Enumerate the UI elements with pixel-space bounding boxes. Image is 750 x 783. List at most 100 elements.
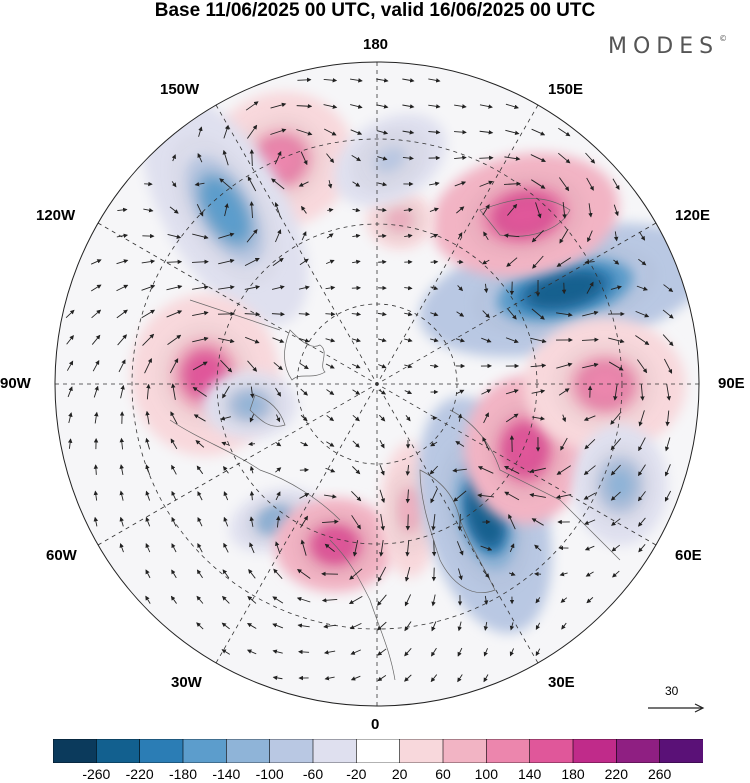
wind-vector [477, 466, 494, 474]
wind-vector [666, 384, 671, 401]
wind-vector [220, 359, 233, 373]
wind-vector [223, 516, 229, 527]
wind-vector [274, 150, 282, 165]
lon-label-60w: 60W [46, 547, 77, 564]
wind-vector [556, 362, 573, 369]
wind-vector [428, 78, 441, 83]
wind-vector [535, 202, 542, 219]
wind-vector [405, 464, 411, 476]
wind-vector [483, 595, 489, 605]
wind-vector [613, 259, 620, 265]
colorbar-segment [53, 739, 98, 763]
wind-vector [247, 176, 257, 192]
wind-vector [249, 465, 255, 474]
wind-vector [224, 203, 229, 217]
wind-vector [246, 622, 257, 629]
anomaly-contour [203, 179, 247, 241]
lon-label-150e: 150E [548, 81, 584, 98]
anomaly-contour [583, 367, 627, 403]
wind-vector [245, 101, 259, 111]
wind-vector [431, 594, 436, 607]
wind-vectors [65, 77, 674, 683]
wind-vector [220, 416, 231, 421]
wind-vector [429, 207, 439, 212]
wind-vector [482, 310, 490, 319]
wind-vector [197, 543, 203, 553]
wind-vector [561, 414, 567, 423]
wind-vector [67, 438, 73, 449]
wind-vector [272, 675, 283, 681]
wind-vector [299, 493, 310, 499]
wind-vector [508, 513, 516, 530]
wind-vector [479, 104, 493, 109]
wind-vector [323, 650, 336, 655]
wind-vector [480, 545, 493, 551]
wind-vector [404, 363, 413, 369]
wind-vector [404, 337, 413, 343]
wind-vector [584, 519, 596, 525]
wind-vector [65, 309, 75, 318]
wind-vector [378, 207, 387, 213]
wind-vector [247, 596, 257, 604]
lon-label-30e: 30E [548, 674, 575, 691]
colorbar-segment [616, 739, 661, 763]
wind-vector [326, 389, 335, 395]
wind-vector [535, 597, 541, 604]
wind-vector [635, 310, 650, 318]
lon-label-60e: 60E [675, 547, 702, 564]
wind-vector [270, 128, 287, 135]
wind-vector [296, 129, 313, 136]
wind-vector [430, 285, 439, 291]
wind-vector [430, 259, 439, 265]
wind-vector [249, 516, 254, 527]
wind-vector [588, 203, 593, 218]
wind-vector [405, 415, 411, 422]
wind-vector [351, 154, 362, 162]
wind-vector [531, 389, 546, 394]
wind-vector [477, 493, 494, 498]
wind-vector [117, 207, 128, 213]
wind-vector [483, 621, 489, 631]
wind-vector [404, 285, 413, 291]
wind-vector [610, 438, 622, 451]
coastlines [169, 198, 621, 681]
colorbar-tick-label: -100 [255, 766, 284, 782]
wind-vector [504, 156, 521, 161]
wind-vector [558, 177, 570, 192]
wind-vector [197, 491, 203, 501]
colorbar-tick-label: -260 [82, 766, 111, 782]
wind-vector [613, 231, 619, 242]
lon-label-120e: 120E [675, 207, 711, 224]
wind-vector [402, 78, 415, 83]
wind-vector [352, 440, 360, 448]
anomaly-contour [401, 492, 418, 528]
wind-vector [457, 674, 463, 683]
wind-vector [555, 493, 572, 500]
colorbar-tick-label: 100 [474, 766, 499, 782]
wind-vector [431, 647, 437, 657]
anomaly-contour [508, 430, 542, 470]
wind-vector [119, 516, 124, 527]
wind-vector [192, 386, 207, 397]
wind-vector [350, 675, 361, 681]
wind-vector [610, 464, 621, 476]
wind-vector [638, 258, 647, 266]
wind-vector [145, 490, 151, 501]
wind-vector [145, 410, 150, 425]
wind-vector [351, 515, 361, 530]
wind-vector [509, 622, 515, 631]
wind-vector [350, 78, 363, 83]
wind-vector [483, 231, 489, 241]
wind-vector [430, 489, 438, 504]
wind-vector [249, 414, 255, 423]
wind-vector [275, 541, 281, 555]
wind-vector [222, 385, 230, 399]
wind-vector [324, 543, 335, 552]
wind-vector [325, 363, 335, 369]
wind-vector [454, 104, 467, 109]
wind-vector [637, 491, 646, 502]
wind-vector [430, 337, 439, 343]
wind-vector [457, 647, 463, 657]
wind-vector [296, 103, 313, 109]
wind-vector [119, 464, 124, 476]
